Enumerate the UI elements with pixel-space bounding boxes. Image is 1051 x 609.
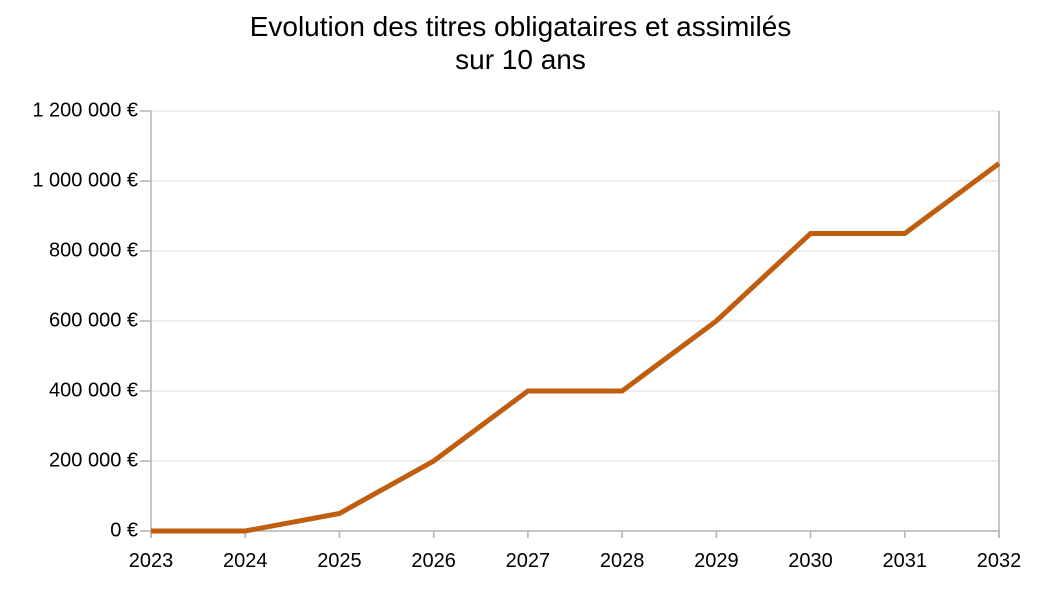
y-axis-label: 0 € [110,519,138,542]
y-axis-label: 600 000 € [49,309,138,332]
x-axis-label: 2030 [788,550,833,572]
x-axis-label: 2031 [882,550,928,572]
x-axis-label: 2027 [505,550,551,572]
y-axis-label: 1 000 000 € [32,169,138,192]
y-axis-label: 200 000 € [49,449,138,472]
y-axis-label: 800 000 € [49,239,138,262]
y-axis-label: 400 000 € [49,379,138,402]
chart-title-block: Evolution des titres obligataires et ass… [0,10,1041,76]
y-axis-label: 1 200 000 € [32,99,138,122]
chart-title: Evolution des titres obligataires et ass… [249,11,792,42]
x-axis-label: 2024 [222,550,268,572]
x-axis-label: 2026 [411,550,456,572]
x-axis-label: 2032 [976,550,1022,572]
x-axis-label: 2023 [128,550,174,572]
chart-subtitle: sur 10 ans [455,44,586,75]
x-axis-label: 2029 [694,550,739,572]
series-line [151,161,1001,534]
x-axis-label: 2028 [599,550,645,572]
x-axis-label: 2025 [317,550,362,572]
